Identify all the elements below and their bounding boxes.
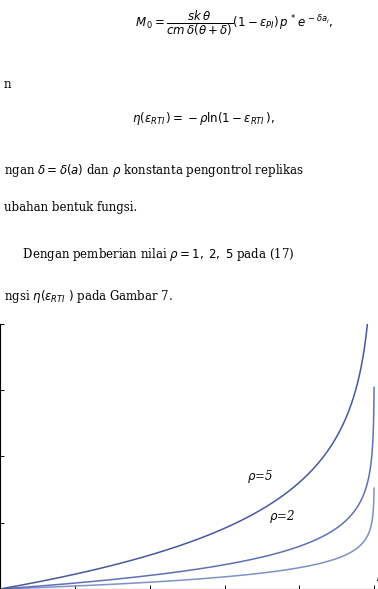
Text: $\eta(\varepsilon_{RTI}\,) = -\rho\ln(1-\varepsilon_{RTI}\,),$: $\eta(\varepsilon_{RTI}\,) = -\rho\ln(1-…	[132, 110, 275, 127]
Text: $\rho$: $\rho$	[376, 570, 378, 583]
Text: $M_{\,0} = \dfrac{sk\,\theta}{cm\,\delta(\theta+\delta)}(1-\varepsilon_{PI})\,p^: $M_{\,0} = \dfrac{sk\,\theta}{cm\,\delta…	[135, 9, 333, 38]
Text: n: n	[4, 78, 11, 91]
Text: ngan $\delta = \delta(a)$ dan $\rho$ konstanta pengontrol replikas: ngan $\delta = \delta(a)$ dan $\rho$ kon…	[4, 162, 304, 179]
Text: $\rho$=5: $\rho$=5	[247, 468, 273, 485]
Text: $\rho$=2: $\rho$=2	[270, 508, 296, 525]
Text: ngsi $\eta(\varepsilon_{RTI}\ )$ pada Gambar 7.: ngsi $\eta(\varepsilon_{RTI}\ )$ pada Ga…	[4, 289, 173, 305]
Text: Dengan pemberian nilai $\rho = 1,\; 2,\; 5$ pada (17): Dengan pemberian nilai $\rho = 1,\; 2,\;…	[4, 246, 294, 263]
Text: ubahan bentuk fungsi.: ubahan bentuk fungsi.	[4, 201, 137, 214]
